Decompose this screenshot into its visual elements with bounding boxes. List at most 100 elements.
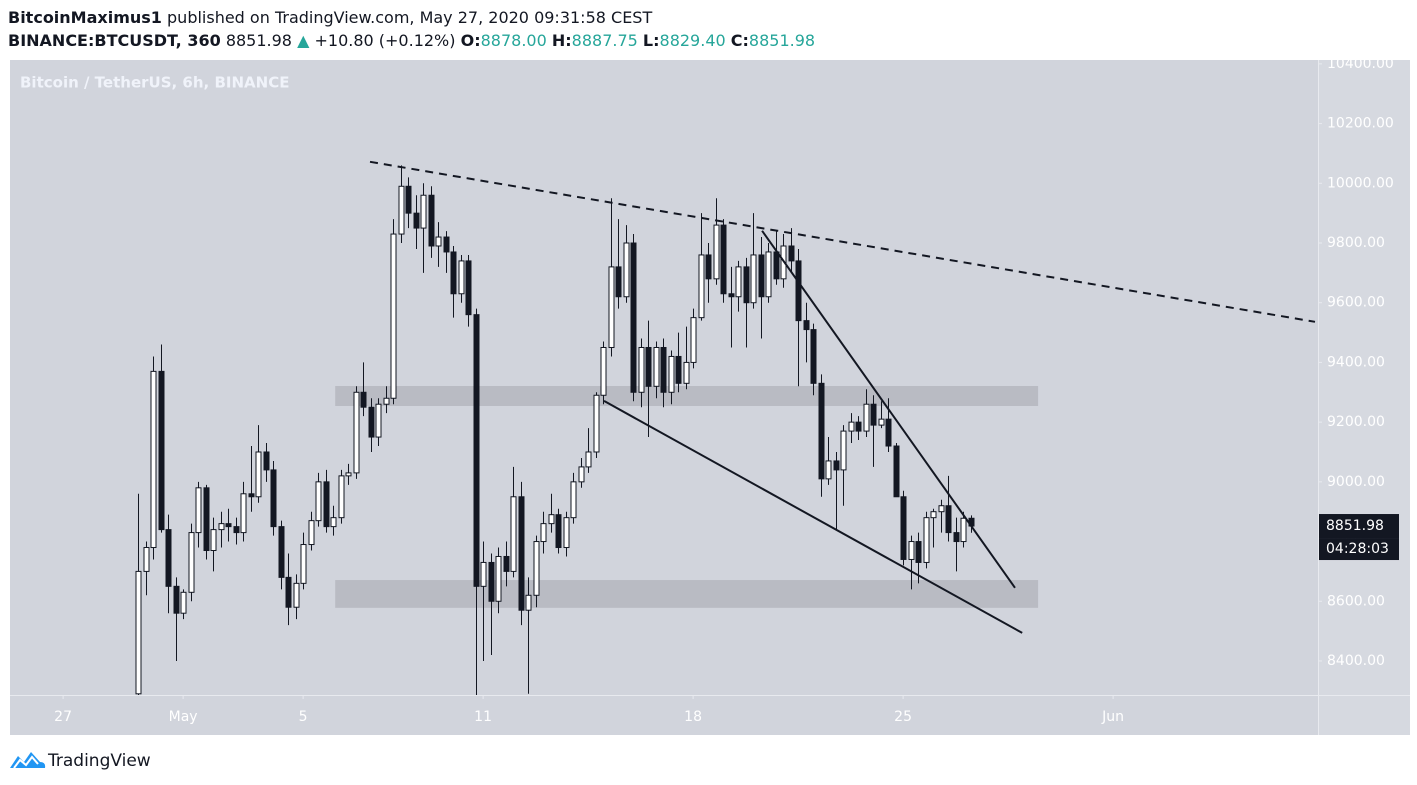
candle-down [278,526,285,578]
arrow: ▲ [297,31,310,50]
y-tick-label: 9000.00 [1327,474,1385,490]
candle-down [705,254,712,280]
author: BitcoinMaximus1 [8,8,162,27]
low: 8829.40 [660,31,726,50]
x-tick-label: Jun [1101,709,1124,725]
candle-up [923,517,930,563]
candle-down [158,370,165,531]
candle-down [248,493,255,498]
candle-down [555,514,562,549]
candle-down [465,260,472,316]
candle-down [450,251,457,295]
candle-up [653,346,660,387]
candle-up [938,505,945,513]
candle-up [713,224,720,280]
candle-up [218,523,225,531]
candle-down [893,445,900,498]
candle-down [803,320,810,331]
candle-up [863,403,870,432]
candle-up [330,517,337,528]
x-tick-label: 11 [474,709,492,725]
candle-up [638,346,645,393]
candle-up [150,370,157,549]
candle-up [300,544,307,584]
candle-down [518,496,525,611]
candle-up [908,541,915,560]
published: published on TradingView.com, May 27, 20… [167,8,652,27]
price-axis-background [1318,60,1410,735]
candle-down [615,266,622,298]
trend-line [603,400,1023,634]
trend-line [761,230,1016,589]
candle-down [788,245,795,262]
candle-up [840,430,847,471]
candle-up [180,591,187,614]
logo-icon [10,752,46,768]
candle-up [698,254,705,319]
last-price-badge [1319,514,1399,539]
candle-up [578,466,585,483]
low-key: L: [643,31,660,50]
candle-up [510,496,517,572]
high: 8887.75 [572,31,638,50]
candle-down [360,391,367,408]
y-tick-label: 10400.00 [1327,56,1394,72]
candle-up [338,475,345,519]
candle-up [240,493,247,534]
candle-down [795,260,802,322]
candle-up [143,547,150,572]
candle-down [758,254,765,298]
candle-up [420,194,427,229]
candle-up [533,541,540,596]
candle-up [398,185,405,235]
candle-up [570,481,577,519]
candle-down [885,418,892,447]
candle-up [375,403,382,438]
candle-up [690,317,697,363]
candle-down [263,451,270,471]
candle-down [900,496,907,560]
candle-down [323,481,330,528]
candle-up [390,233,397,399]
candle-down [413,212,420,229]
y-tick-label: 10000.00 [1327,175,1394,191]
candle-down [443,236,450,253]
candle-down [810,329,817,384]
y-tick-label: 10200.00 [1327,116,1394,132]
close: 8851.98 [749,31,815,50]
candle-up [255,451,262,498]
y-tick-label: 9600.00 [1327,295,1385,311]
y-tick-label: 9400.00 [1327,354,1385,370]
candle-up [593,394,600,453]
candle-up [683,361,690,384]
candle-down [368,406,375,438]
candle-down [660,346,667,393]
candle-down [488,561,495,602]
last-price-label: 8851.98 [1326,518,1384,534]
candle-up [315,481,322,522]
candle-down [645,346,652,387]
x-tick-label: 27 [54,709,72,725]
candle-up [848,421,855,432]
candle-down [285,576,292,608]
countdown-label: 04:28:03 [1326,541,1389,557]
change: +10.80 (+0.12%) [314,31,455,50]
candle-down [165,529,172,587]
y-tick-label: 9800.00 [1327,235,1385,251]
candle-up [210,529,217,552]
brand: TradingView [47,751,151,771]
candle-up [563,517,570,549]
candle-up [623,242,630,298]
zone [335,386,1039,407]
candle-up [353,391,360,474]
symbol: BINANCE:BTCUSDT, 360 [8,31,221,50]
candle-down [870,403,877,426]
candle-up [435,236,442,247]
candle-down [428,194,435,247]
candle-down [405,185,412,214]
candle-up [930,511,937,519]
last-price: 8851.98 [226,31,292,50]
candle-down [203,487,210,552]
logo [10,752,46,769]
